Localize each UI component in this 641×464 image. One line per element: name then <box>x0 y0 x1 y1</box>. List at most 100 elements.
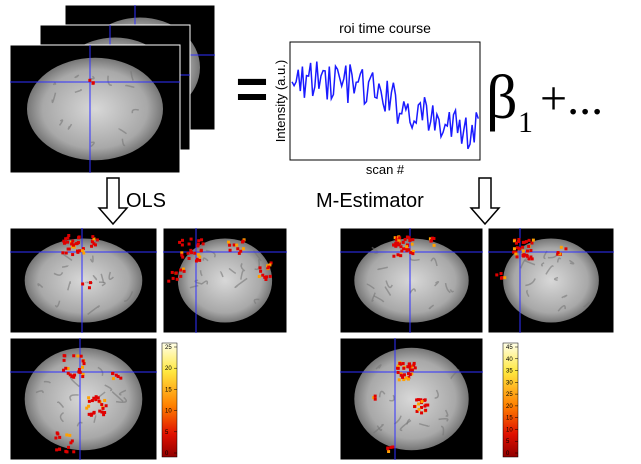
colorbar-tick-label: 0 <box>506 451 510 457</box>
activation <box>88 78 92 82</box>
brain <box>503 238 599 323</box>
sulcus <box>67 123 73 130</box>
sulcus <box>202 257 209 262</box>
activation <box>402 366 406 370</box>
activation <box>92 237 96 241</box>
activation <box>94 398 98 402</box>
activation <box>429 239 433 243</box>
activation <box>417 402 421 406</box>
sulcus <box>125 84 135 89</box>
sulcus <box>115 396 127 404</box>
activation <box>396 366 400 370</box>
sulcus <box>440 425 445 436</box>
colorbar-tick-label: 35 <box>506 369 513 375</box>
activation <box>95 238 99 242</box>
activation <box>401 240 405 244</box>
sulcus <box>118 389 127 396</box>
activation <box>556 251 560 255</box>
activation <box>499 276 503 280</box>
activation <box>387 450 391 454</box>
activation <box>58 435 62 439</box>
activation <box>522 253 526 257</box>
activation <box>92 411 96 415</box>
colorbar-tick-label: 15 <box>165 387 172 393</box>
activation <box>521 240 525 244</box>
slice <box>487 227 615 334</box>
activation <box>175 277 179 281</box>
activation <box>90 399 94 403</box>
activation <box>178 240 182 244</box>
activation <box>55 448 59 452</box>
activation <box>264 277 268 281</box>
activation <box>72 450 76 454</box>
activation <box>71 245 75 249</box>
activation <box>170 270 174 274</box>
activation <box>198 255 202 259</box>
activation <box>90 412 94 416</box>
sulcus <box>199 270 203 277</box>
sulcus <box>409 288 417 294</box>
colorbar-tick-label: 25 <box>506 392 513 398</box>
activation <box>514 241 518 245</box>
sulcus <box>428 304 435 310</box>
activation <box>263 275 267 279</box>
activation <box>228 243 232 247</box>
activation <box>71 239 75 243</box>
sulcus <box>418 422 430 427</box>
activation <box>393 236 397 240</box>
activation <box>269 261 273 265</box>
sulcus <box>377 266 388 271</box>
colorbar-tick-label: 45 <box>506 345 513 351</box>
activation <box>88 281 92 285</box>
activation <box>193 251 197 255</box>
equals: = <box>236 57 269 120</box>
sulcus <box>540 262 545 267</box>
brain <box>27 57 163 161</box>
sulcus <box>205 249 216 258</box>
activation <box>503 276 507 280</box>
activation <box>396 364 400 368</box>
activation <box>406 365 410 369</box>
activation <box>408 362 412 366</box>
sulcus <box>373 423 384 434</box>
activation <box>96 396 100 400</box>
activation <box>232 243 236 247</box>
sulcus <box>524 259 536 266</box>
activation <box>119 376 123 380</box>
activation <box>187 256 191 260</box>
sulcus <box>93 414 98 423</box>
sulcus <box>556 257 562 263</box>
activation <box>527 244 531 248</box>
activation <box>81 375 85 379</box>
activation <box>514 250 518 254</box>
activation <box>399 245 403 249</box>
activation <box>66 247 70 251</box>
plus-dots: +... <box>540 72 603 125</box>
activation <box>265 275 269 279</box>
activation <box>87 399 91 403</box>
sulcus <box>366 283 375 290</box>
colorbar-tick-label: 5 <box>506 439 510 445</box>
activation <box>194 259 198 263</box>
activation <box>410 242 414 246</box>
activation <box>174 271 178 275</box>
sulcus <box>194 279 203 285</box>
activation <box>87 396 91 400</box>
sulcus <box>583 301 590 308</box>
activation <box>399 373 403 377</box>
sulcus <box>98 281 106 287</box>
activation <box>100 403 104 407</box>
activation <box>525 249 529 253</box>
activation <box>408 364 412 368</box>
activation <box>401 375 405 379</box>
activation <box>405 376 409 380</box>
activation <box>66 371 70 375</box>
sulcus <box>240 262 244 271</box>
colorbar <box>502 342 519 458</box>
activation <box>111 371 115 375</box>
activation <box>514 252 518 256</box>
activation <box>93 243 97 247</box>
activation <box>171 276 175 280</box>
activation <box>415 409 419 413</box>
